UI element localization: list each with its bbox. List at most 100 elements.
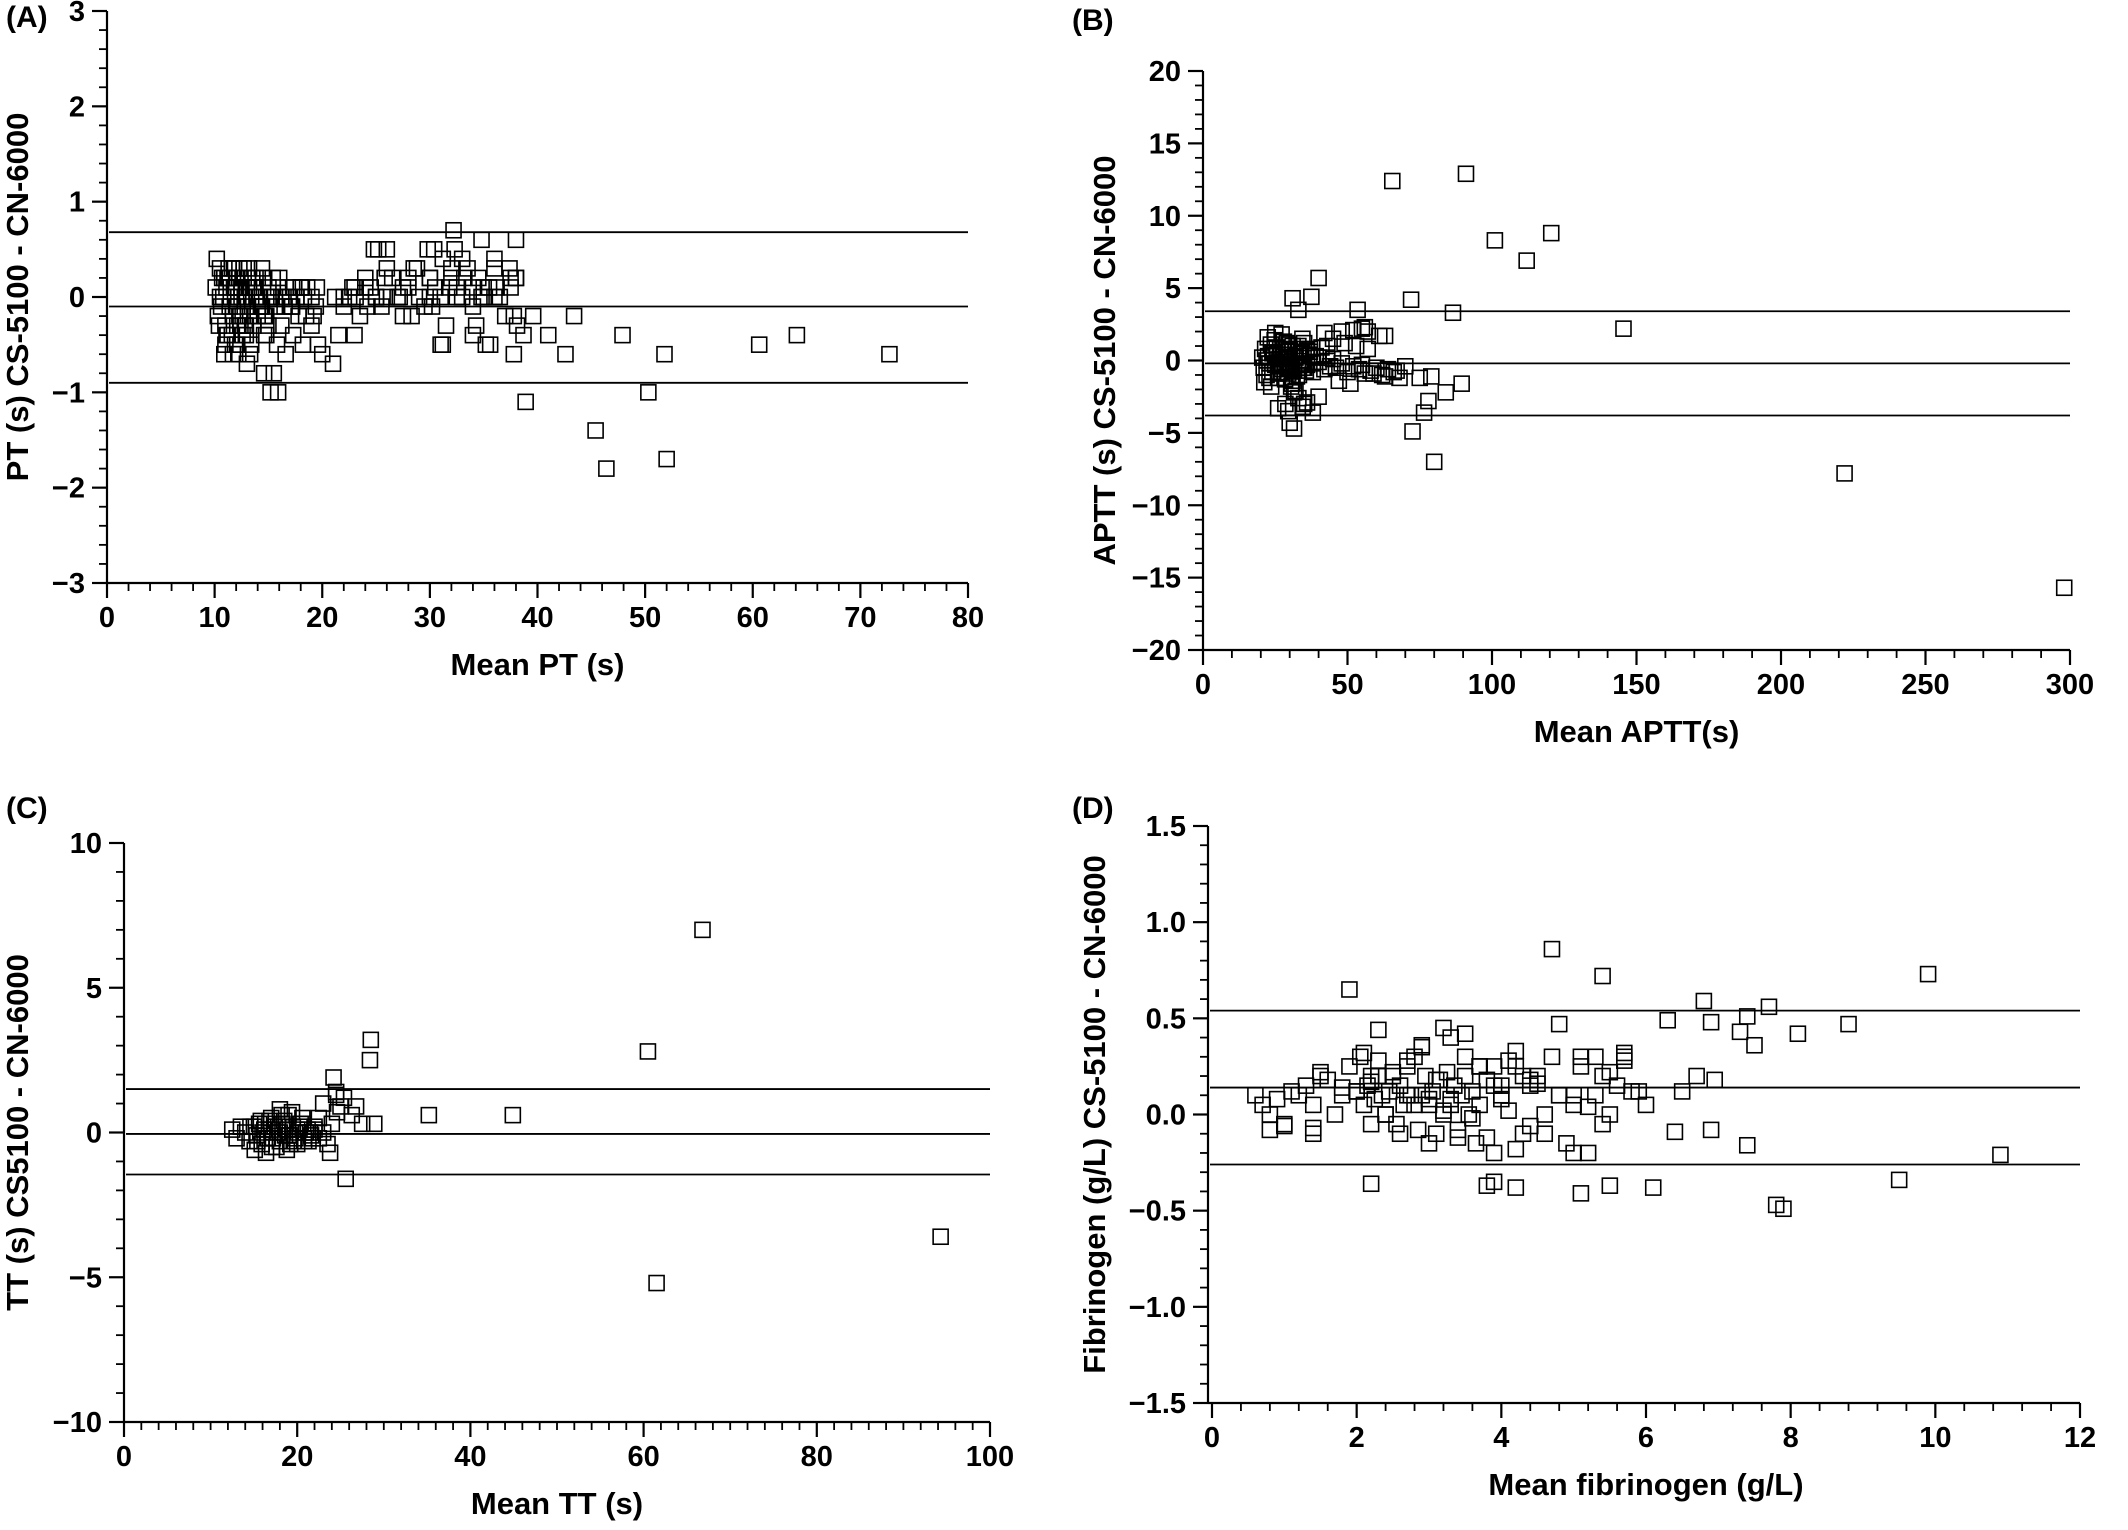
data-point [1467,1135,1485,1152]
y-tick-label: 0.5 [1146,1003,1186,1035]
data-point [1565,1144,1582,1162]
data-point [515,326,532,344]
x-tick-label: 40 [454,1441,486,1473]
data-point [505,307,523,325]
data-point [1666,1123,1684,1141]
data-point [1536,1125,1554,1143]
data-point [1449,1121,1467,1139]
x-tick-label: 6 [1638,1422,1654,1454]
data-point [373,298,390,315]
data-point [400,269,417,287]
data-point [1285,384,1303,401]
data-point [321,1144,339,1162]
data-point [1304,404,1322,421]
y-tick-label: 10 [1149,201,1181,233]
data-point [1362,1115,1380,1133]
y-tick-label: −0.5 [1129,1196,1186,1228]
y-tick-label: −2 [52,473,85,505]
data-point [1285,420,1303,437]
data-point [1341,1058,1358,1075]
data-point [228,317,246,334]
data-point [434,336,452,353]
y-tick-label: 0.0 [1146,1100,1186,1132]
data-point [1330,372,1348,390]
data-point [1370,1052,1387,1069]
data-point [1464,1110,1481,1127]
data-point [1702,1121,1720,1139]
data-point [255,307,273,325]
x-tick-label: 300 [2046,669,2094,701]
data-point [750,336,768,353]
data-point [327,1083,345,1101]
data-point [1702,1013,1720,1031]
data-point [1493,1077,1510,1094]
x-tick-label: 4 [1493,1422,1509,1454]
data-point [1399,1052,1416,1069]
data-point [1279,402,1297,420]
data-point [486,260,503,277]
data-point [241,345,259,363]
y-tick-label: 0 [69,282,85,314]
x-tick-label: 250 [1901,669,1949,701]
data-point [234,326,251,344]
data-point [464,326,482,344]
data-point [264,1129,282,1147]
data-point [557,345,574,363]
data-point [292,279,310,296]
data-point [1342,375,1359,392]
data-point [231,307,248,325]
data-point [236,1124,254,1141]
data-point [1261,1121,1279,1139]
data-point [1659,1011,1676,1029]
data-point [275,1112,293,1130]
data-point [1295,359,1313,377]
data-point [255,364,273,382]
data-point [1572,1185,1590,1202]
data-point [1453,375,1470,392]
data-point [1420,1090,1438,1108]
data-point [269,279,287,296]
data-point [1767,1196,1785,1214]
data-point [1485,1144,1503,1162]
x-tick-label: 0 [99,602,115,634]
data-point [508,317,526,334]
data-point [1673,1083,1691,1100]
data-point [1304,1096,1322,1114]
data-point [486,250,503,268]
data-point [212,298,230,315]
panel-2: (B) 0 50 100 150 200 250 300 −20 −15 −10 −5 0 5 10 15 20… [1072,4,2094,749]
x-tick-label: 0 [1204,1422,1220,1454]
data-point [1706,1071,1724,1089]
data-point [486,288,503,306]
data-point [1890,1171,1908,1189]
data-point [614,326,631,344]
data-point [1587,1048,1604,1066]
data-point [1353,320,1371,337]
data-point [328,1103,346,1121]
data-point [238,288,256,306]
y-tick-label: 20 [1149,56,1181,88]
data-point [1695,992,1713,1010]
data-point [1318,337,1336,355]
data-point [1362,1175,1380,1193]
data-point [1456,1025,1474,1043]
data-point [303,317,320,334]
x-tick-label: 60 [627,1441,659,1473]
data-point [280,1106,297,1124]
data-point [273,317,290,334]
data-point [1290,337,1307,355]
data-point [419,241,437,258]
data-point [1453,1086,1470,1104]
data-point [423,298,441,315]
data-point [1304,353,1322,371]
x-tick-label: 60 [737,602,769,634]
data-point [443,269,460,287]
data-point [1409,1121,1427,1139]
data-point [459,260,476,277]
data-point [309,336,327,353]
data-point [445,221,462,239]
x-tick-label: 100 [966,1441,1014,1473]
x-tick-label: 20 [306,602,338,634]
data-point [1278,334,1296,352]
data-point [1365,365,1382,382]
